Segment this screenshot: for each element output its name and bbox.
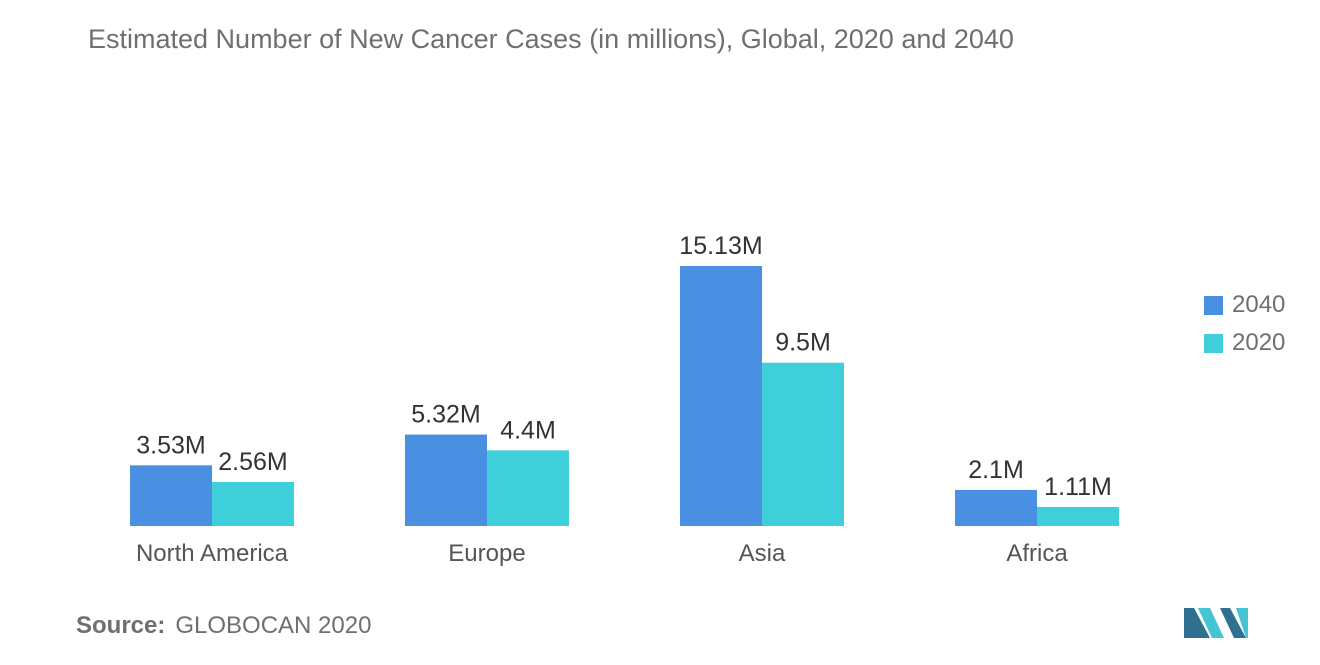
source-text: GLOBOCAN 2020 bbox=[175, 612, 372, 639]
logo-shape-right-bar bbox=[1236, 608, 1248, 638]
data-label-asia-2040: 15.13M bbox=[679, 232, 762, 260]
legend-label-2040: 2040 bbox=[1232, 291, 1286, 318]
data-label-north-america-2020: 2.56M bbox=[218, 448, 287, 476]
legend-item-2020: 2020 bbox=[1204, 324, 1285, 362]
category-label-north-america: North America bbox=[136, 540, 289, 567]
logo-shape-left bbox=[1184, 608, 1210, 638]
category-label-asia: Asia bbox=[739, 540, 786, 567]
category-label-africa: Africa bbox=[1006, 540, 1068, 567]
chart-title: Estimated Number of New Cancer Cases (in… bbox=[88, 24, 1014, 54]
mordor-intelligence-logo-icon bbox=[1184, 608, 1248, 638]
legend-swatch-2040 bbox=[1204, 295, 1223, 315]
source-label: Source: bbox=[76, 612, 166, 639]
logo-shape-right bbox=[1220, 608, 1246, 638]
data-label-europe-2040: 5.32M bbox=[411, 401, 480, 429]
data-label-europe-2020: 4.4M bbox=[500, 416, 556, 444]
bar-europe-2040 bbox=[405, 434, 487, 526]
bar-north-america-2040 bbox=[130, 465, 212, 526]
bar-north-america-2020 bbox=[212, 482, 294, 526]
data-label-africa-2040: 2.1M bbox=[968, 456, 1024, 484]
legend-item-2040: 2040 bbox=[1204, 286, 1285, 324]
legend-label-2020: 2020 bbox=[1232, 329, 1286, 356]
bar-chart: 3.53M 2.56M North America 5.32M 4.4M Europe 15… bbox=[130, 232, 1119, 567]
legend-swatch-2020 bbox=[1204, 333, 1223, 353]
bar-europe-2020 bbox=[487, 450, 569, 526]
chart-legend: 2040 2020 bbox=[1204, 286, 1285, 362]
logo-shape-middle bbox=[1198, 608, 1224, 638]
bar-africa-2020 bbox=[1037, 506, 1119, 526]
bar-asia-2040 bbox=[680, 266, 762, 526]
bar-asia-2020 bbox=[762, 362, 844, 526]
data-label-asia-2020: 9.5M bbox=[775, 329, 831, 357]
data-label-africa-2020: 1.11M bbox=[1044, 473, 1112, 501]
category-label-europe: Europe bbox=[448, 540, 525, 567]
bar-africa-2040 bbox=[955, 489, 1037, 526]
source-note: Source: GLOBOCAN 2020 bbox=[76, 612, 371, 640]
data-label-north-america-2040: 3.53M bbox=[136, 431, 205, 459]
